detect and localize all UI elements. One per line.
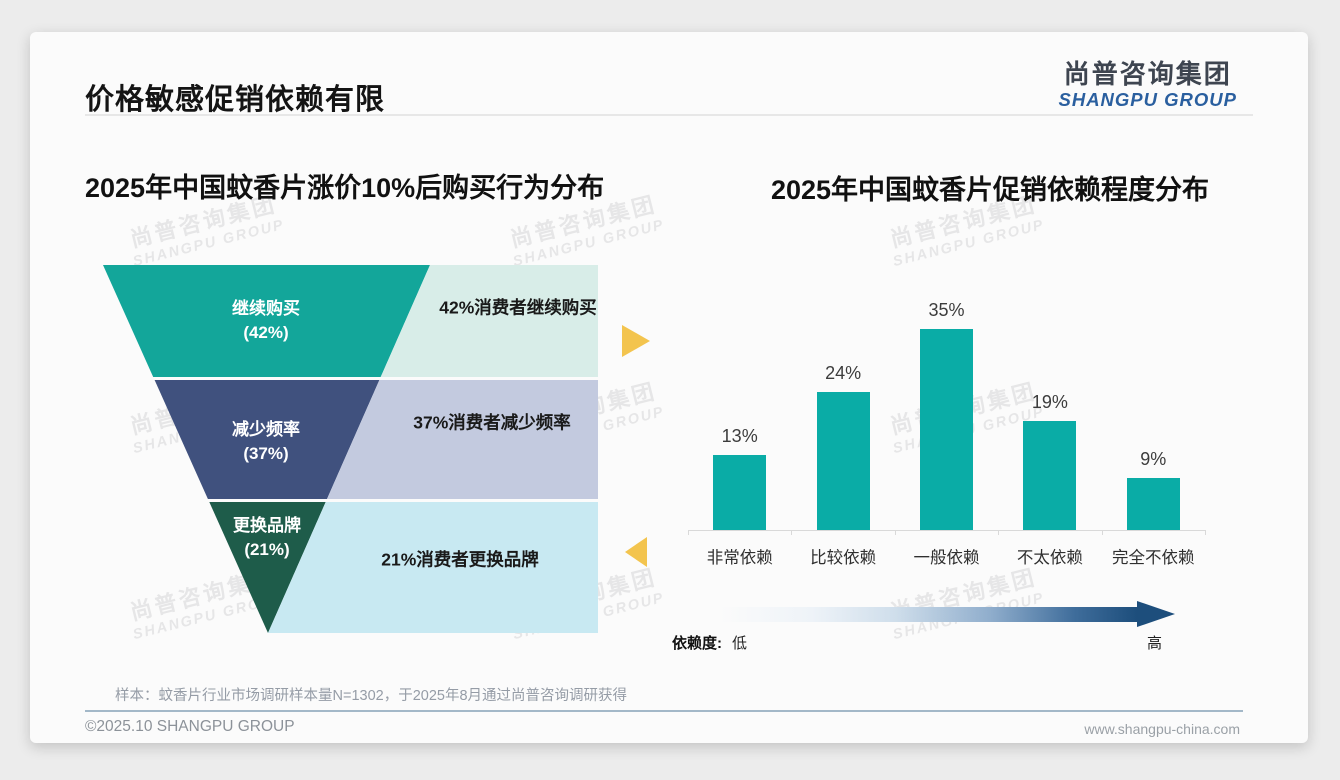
funnel-annotation-3: 21%消费者更换品牌 xyxy=(381,549,539,570)
funnel-panel-2-shape xyxy=(327,380,598,499)
funnel-annotation-2: 37%消费者减少频率 xyxy=(413,412,571,433)
dependence-scale-label: 依赖度: xyxy=(672,635,722,652)
bar-category-label: 不太依赖 xyxy=(1016,549,1083,567)
funnel-chart-title: 2025年中国蚊香片涨价10%后购买行为分布 xyxy=(85,173,605,203)
axis-tick xyxy=(791,530,793,535)
axis-tick xyxy=(998,530,1000,535)
bar xyxy=(919,328,973,530)
dependence-scale-low: 低 xyxy=(732,635,748,652)
funnel-stage-2-shape xyxy=(154,380,380,499)
bar-category-label: 非常依赖 xyxy=(706,549,773,567)
company-logo: 尚普咨询集团 SHANGPU GROUP xyxy=(1059,60,1238,111)
footer-website: www.shangpu-china.com xyxy=(1084,721,1240,737)
bar xyxy=(1023,420,1077,530)
arrow-right-icon xyxy=(622,325,650,357)
bar-value-label: 35% xyxy=(928,299,965,320)
bar-value-label: 13% xyxy=(721,426,758,447)
funnel-stage-1-shape xyxy=(103,265,430,377)
funnel-panel-1-shape xyxy=(380,265,598,377)
funnel-svg xyxy=(103,265,598,633)
bar-chart-plot: 13% 非常依赖 24% 比较依赖 35% 一般依赖 19% 不太依赖 9% 完全不依赖 xyxy=(688,282,1205,567)
bar-chart-x-axis xyxy=(688,530,1205,531)
bar-chart-title: 2025年中国蚊香片促销依赖程度分布 xyxy=(770,175,1210,205)
arrow-left-icon xyxy=(625,537,647,567)
stage-1-value: (42%) xyxy=(243,323,289,342)
bar-value-label: 24% xyxy=(825,363,862,384)
funnel-stage-3-label: 更换品牌 (21%) xyxy=(233,514,301,562)
dependence-gradient-bar xyxy=(720,607,1137,622)
funnel-stage-1-label: 继续购买 (42%) xyxy=(232,297,300,345)
logo-english-name: SHANGPU GROUP xyxy=(1058,88,1237,110)
bar-group: 35% 一般依赖 xyxy=(895,282,998,567)
funnel-stage-2-label: 减少频率 (37%) xyxy=(232,418,300,466)
page-title: 价格敏感促销依赖有限 xyxy=(85,84,386,116)
bar xyxy=(1126,478,1180,530)
footer-divider xyxy=(85,710,1243,712)
stage-2-value: (37%) xyxy=(243,444,289,463)
footer-copyright: ©2025.10 SHANGPU GROUP xyxy=(85,718,295,735)
funnel-annotation-1: 42%消费者继续购买 xyxy=(439,297,597,318)
logo-chinese-name: 尚普咨询集团 xyxy=(1063,59,1232,89)
bar-group: 24% 比较依赖 xyxy=(791,282,894,567)
stage-3-value: (21%) xyxy=(244,540,290,559)
bar-group: 13% 非常依赖 xyxy=(688,282,791,567)
stage-3-name: 更换品牌 xyxy=(233,516,301,536)
stage-1-name: 继续购买 xyxy=(232,299,300,319)
bar-category-label: 完全不依赖 xyxy=(1112,549,1195,567)
bar xyxy=(713,455,767,530)
slide-card: 尚普咨询集团 SHANGPU GROUP 尚普咨询集团 SHANGPU GROUP 尚普… xyxy=(30,32,1308,743)
axis-tick xyxy=(894,530,896,535)
axis-tick xyxy=(688,530,689,535)
bar-category-label: 一般依赖 xyxy=(913,549,980,567)
sample-note: 样本：蚊香片行业市场调研样本量N=1302，于2025年8月通过尚普咨询调研获得 xyxy=(115,688,628,704)
bar-value-label: 19% xyxy=(1031,391,1068,412)
dependence-gradient-arrowhead-icon xyxy=(1137,601,1175,627)
bar-group: 19% 不太依赖 xyxy=(998,282,1101,567)
bar-value-label: 9% xyxy=(1140,449,1167,470)
bar xyxy=(816,392,870,530)
dependence-scale-high: 高 xyxy=(1147,635,1163,652)
stage-2-name: 减少频率 xyxy=(232,420,300,440)
bar-group: 9% 完全不依赖 xyxy=(1102,282,1205,567)
funnel-panel-3-shape xyxy=(268,502,598,633)
axis-tick xyxy=(1205,530,1206,535)
title-divider xyxy=(85,114,1253,116)
funnel-chart: 继续购买 (42%) 减少频率 (37%) 更换品牌 (21%) 42%消费者继… xyxy=(85,257,598,633)
bar-category-label: 比较依赖 xyxy=(810,549,877,567)
funnel-stage-3-shape xyxy=(209,502,326,633)
axis-tick xyxy=(1101,530,1103,535)
